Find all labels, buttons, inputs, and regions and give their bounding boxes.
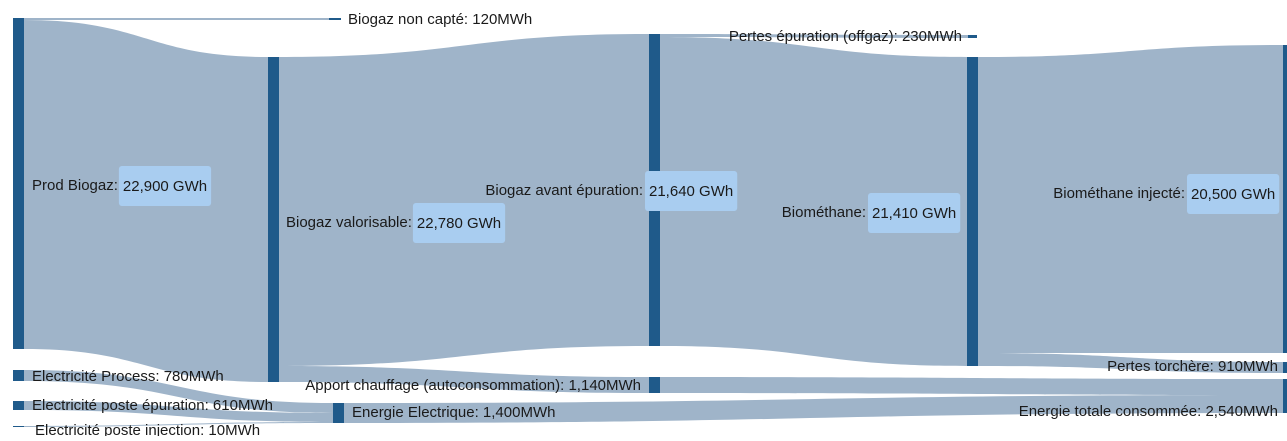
- node-name-prod: Prod Biogaz:: [32, 177, 118, 194]
- node-elec_process[interactable]: [13, 370, 24, 381]
- node-value-valorisable: 22,780 GWh: [417, 215, 501, 232]
- node-energie_totale[interactable]: [1283, 379, 1287, 413]
- node-pertes_epu[interactable]: [968, 35, 977, 38]
- node-name-elec_epu: Electricité poste épuration: 610MWh: [32, 397, 273, 414]
- node-label-avant: Biogaz avant épuration: 21,640 GWh: [485, 171, 738, 211]
- node-label-torchere: Pertes torchère: 910MWh: [1107, 358, 1278, 375]
- link-valorisable-to-avant[interactable]: [279, 34, 649, 366]
- node-name-noncapte: Biogaz non capté: 120MWh: [348, 11, 532, 28]
- node-label-energie_elec: Energie Electrique: 1,400MWh: [352, 404, 555, 421]
- node-name-energie_totale: Energie totale consommée: 2,540MWh: [1019, 403, 1278, 420]
- node-elec_epu[interactable]: [13, 401, 24, 410]
- value-badge-avant: [645, 171, 738, 211]
- node-name-torchere: Pertes torchère: 910MWh: [1107, 358, 1278, 375]
- link-avant-to-biomethane[interactable]: [660, 37, 967, 366]
- node-name-biomethane: Biométhane:: [782, 204, 866, 221]
- link-biomethane-to-injecte[interactable]: [978, 45, 1283, 353]
- node-value-biomethane: 21,410 GWh: [872, 205, 956, 222]
- node-energie_elec[interactable]: [333, 403, 344, 423]
- node-name-avant: Biogaz avant épuration:: [485, 182, 643, 199]
- node-name-injecte: Biométhane injecté:: [1053, 185, 1185, 202]
- value-badge-injecte: [1187, 174, 1280, 214]
- node-injecte[interactable]: [1283, 45, 1287, 353]
- node-valorisable[interactable]: [268, 57, 279, 382]
- link-energie_elec-to-energie_totale[interactable]: [344, 395, 1283, 423]
- node-name-energie_elec: Energie Electrique: 1,400MWh: [352, 404, 555, 421]
- link-elec_epu-to-energie_elec[interactable]: [24, 401, 333, 422]
- node-label-valorisable: Biogaz valorisable: 22,780 GWh: [286, 203, 506, 243]
- node-value-avant: 21,640 GWh: [649, 183, 733, 200]
- node-chauffage[interactable]: [649, 377, 660, 393]
- link-elec_process-to-energie_elec[interactable]: [24, 370, 333, 413]
- labels-layer: Prod Biogaz: 22,900 GWh Biogaz non capté: …: [32, 11, 1280, 439]
- node-torchere[interactable]: [1283, 362, 1287, 373]
- node-label-biomethane: Biométhane: 21,410 GWh: [782, 193, 961, 233]
- link-valorisable-to-chauffage[interactable]: [279, 366, 649, 393]
- node-value-injecte: 20,500 GWh: [1191, 186, 1275, 203]
- node-label-pertes_epu: Pertes épuration (offgaz): 230MWh: [729, 28, 962, 45]
- link-avant-to-pertes_epu[interactable]: [660, 34, 968, 38]
- node-label-noncapte: Biogaz non capté: 120MWh: [348, 11, 532, 28]
- node-noncapte[interactable]: [329, 18, 341, 20]
- links-layer: [24, 18, 1283, 427]
- node-label-energie_totale: Energie totale consommée: 2,540MWh: [1019, 403, 1278, 420]
- node-prod[interactable]: [13, 18, 24, 349]
- value-badge-valorisable: [412, 203, 506, 243]
- node-label-injecte: Biométhane injecté: 20,500 GWh: [1053, 174, 1280, 214]
- node-label-elec_inj: Electricité poste injection: 10MWh: [35, 422, 260, 439]
- link-biomethane-to-torchere[interactable]: [978, 353, 1283, 373]
- node-name-pertes_epu: Pertes épuration (offgaz): 230MWh: [729, 28, 962, 45]
- node-label-elec_process: Electricité Process: 780MWh: [32, 368, 224, 385]
- node-label-prod: Prod Biogaz: 22,900 GWh: [32, 166, 212, 206]
- value-badge-prod: [118, 166, 212, 206]
- node-label-chauffage: Apport chauffage (autoconsommation): 1,1…: [305, 377, 641, 394]
- link-elec_inj-to-energie_elec[interactable]: [24, 422, 333, 427]
- node-label-elec_epu: Electricité poste épuration: 610MWh: [32, 397, 273, 414]
- node-biomethane[interactable]: [967, 57, 978, 366]
- link-prod-to-noncapte[interactable]: [24, 18, 329, 20]
- link-chauffage-to-energie_totale[interactable]: [660, 377, 1283, 395]
- node-name-valorisable: Biogaz valorisable:: [286, 214, 412, 231]
- node-name-elec_process: Electricité Process: 780MWh: [32, 368, 224, 385]
- node-name-chauffage: Apport chauffage (autoconsommation): 1,1…: [305, 377, 641, 394]
- value-badge-biomethane: [868, 193, 961, 233]
- node-value-prod: 22,900 GWh: [123, 178, 207, 195]
- node-name-elec_inj: Electricité poste injection: 10MWh: [35, 422, 260, 436]
- node-elec_inj[interactable]: [13, 426, 24, 427]
